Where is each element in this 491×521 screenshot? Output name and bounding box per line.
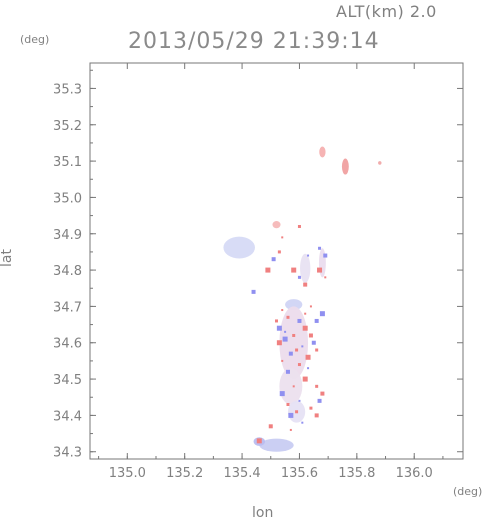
echo-pixel-22 xyxy=(320,391,325,396)
x-axis-unit: (deg) xyxy=(453,485,483,498)
y-tick-label: 35.2 xyxy=(53,119,82,134)
echo-pixel-21 xyxy=(315,384,319,388)
echo-pixel-2 xyxy=(297,318,302,323)
y-tick-label: 34.5 xyxy=(53,373,82,388)
echo-pixel-50 xyxy=(311,340,316,345)
echo-region-4 xyxy=(319,146,326,158)
echo-pixel-15 xyxy=(319,311,325,317)
echo-pixel-30 xyxy=(268,424,273,429)
echo-pixel-39 xyxy=(317,267,323,273)
echo-pixel-20 xyxy=(292,385,295,388)
y-tick-label: 34.7 xyxy=(53,300,82,315)
y-tick-label: 34.4 xyxy=(53,409,82,424)
y-tick-label: 35.0 xyxy=(53,191,82,206)
echo-pixel-16 xyxy=(309,305,312,308)
echo-pixel-27 xyxy=(288,412,294,418)
echo-pixel-6 xyxy=(308,333,313,338)
echo-pixel-42 xyxy=(271,257,276,262)
echo-pixel-47 xyxy=(282,336,288,342)
echo-pixel-13 xyxy=(297,363,301,367)
y-ticks: 34.3 34.4 34.5 34.6 34.7 34.8 34.9 35.0 35.1 35.2… xyxy=(53,69,463,461)
echo-pixel-10 xyxy=(288,351,293,356)
echo-region-7 xyxy=(285,299,303,311)
echo-regions xyxy=(223,146,382,452)
echo-pixel-45 xyxy=(297,224,301,228)
echo-pixel-7 xyxy=(276,340,282,346)
echo-pixel-33 xyxy=(297,275,301,279)
echo-pixel-8 xyxy=(301,345,304,348)
axes-frame xyxy=(89,62,464,460)
y-axis-unit: (deg) xyxy=(20,33,50,46)
echo-pixel-38 xyxy=(323,253,328,258)
echo-pixel-53 xyxy=(286,403,290,407)
y-tick-label: 34.3 xyxy=(53,446,82,461)
echo-pixel-23 xyxy=(279,391,285,397)
echo-region-8 xyxy=(300,253,311,283)
x-tick-label: 135.0 xyxy=(109,466,146,481)
echo-pixel-35 xyxy=(291,267,297,273)
altitude-label: ALT(km) 2.0 xyxy=(336,2,437,21)
echo-pixel-36 xyxy=(307,254,310,257)
echo-pixel-40 xyxy=(324,276,327,279)
y-tick-label: 34.8 xyxy=(53,264,82,279)
echo-pixel-28 xyxy=(301,421,304,424)
x-tick-label: 135.2 xyxy=(166,466,203,481)
y-tick-label: 34.9 xyxy=(53,228,82,243)
echo-pixel-1 xyxy=(286,315,290,319)
echo-pixels xyxy=(251,224,328,444)
echo-pixel-48 xyxy=(304,312,307,315)
echo-pixel-37 xyxy=(318,246,322,250)
echo-pixel-43 xyxy=(265,267,271,273)
echo-region-0 xyxy=(223,236,255,259)
echo-pixel-14 xyxy=(314,318,319,323)
echo-pixel-3 xyxy=(302,325,308,331)
echo-pixel-18 xyxy=(285,369,290,374)
echo-pixel-51 xyxy=(276,325,282,331)
echo-pixel-44 xyxy=(281,236,284,239)
y-tick-label: 34.6 xyxy=(53,337,82,352)
echo-region-3 xyxy=(272,221,281,229)
timestamp-title: 2013/05/29 21:39:14 xyxy=(128,29,380,54)
echo-region-10 xyxy=(279,368,303,405)
x-ticks: 135.0 135.2 135.4 135.6 135.8 136.0 xyxy=(98,63,444,481)
echo-pixel-26 xyxy=(314,413,319,418)
y-tick-label: 35.1 xyxy=(53,155,82,170)
x-tick-label: 135.6 xyxy=(281,466,318,481)
x-axis-label: lon xyxy=(252,505,274,521)
echo-pixel-41 xyxy=(277,250,281,254)
y-tick-label: 35.3 xyxy=(53,82,82,97)
x-tick-label: 136.0 xyxy=(396,466,433,481)
echo-pixel-4 xyxy=(284,330,287,333)
echo-region-5 xyxy=(341,158,349,175)
echo-pixel-46 xyxy=(251,289,256,294)
echo-pixel-24 xyxy=(298,399,301,402)
x-tick-label: 135.8 xyxy=(338,466,375,481)
echo-pixel-11 xyxy=(305,354,311,360)
echo-pixel-12 xyxy=(281,359,284,362)
echo-pixel-49 xyxy=(295,348,299,352)
echo-pixel-25 xyxy=(309,406,313,410)
echo-pixel-0 xyxy=(281,309,284,312)
echo-pixel-9 xyxy=(315,348,319,352)
y-axis-label: lat xyxy=(0,249,15,267)
echo-pixel-19 xyxy=(302,376,308,382)
echo-pixel-31 xyxy=(256,438,262,444)
echo-pixel-17 xyxy=(275,319,278,323)
echo-pixel-29 xyxy=(295,410,299,414)
echo-pixel-54 xyxy=(317,398,322,403)
echo-pixel-32 xyxy=(289,428,292,431)
echo-region-9 xyxy=(279,306,309,380)
echo-pixel-34 xyxy=(303,282,308,287)
echo-pixel-5 xyxy=(292,333,296,337)
echo-region-1 xyxy=(259,438,294,452)
echo-region-6 xyxy=(378,161,382,165)
echo-region-12 xyxy=(318,248,326,278)
echo-pixel-52 xyxy=(307,367,310,370)
x-tick-label: 135.4 xyxy=(223,466,260,481)
